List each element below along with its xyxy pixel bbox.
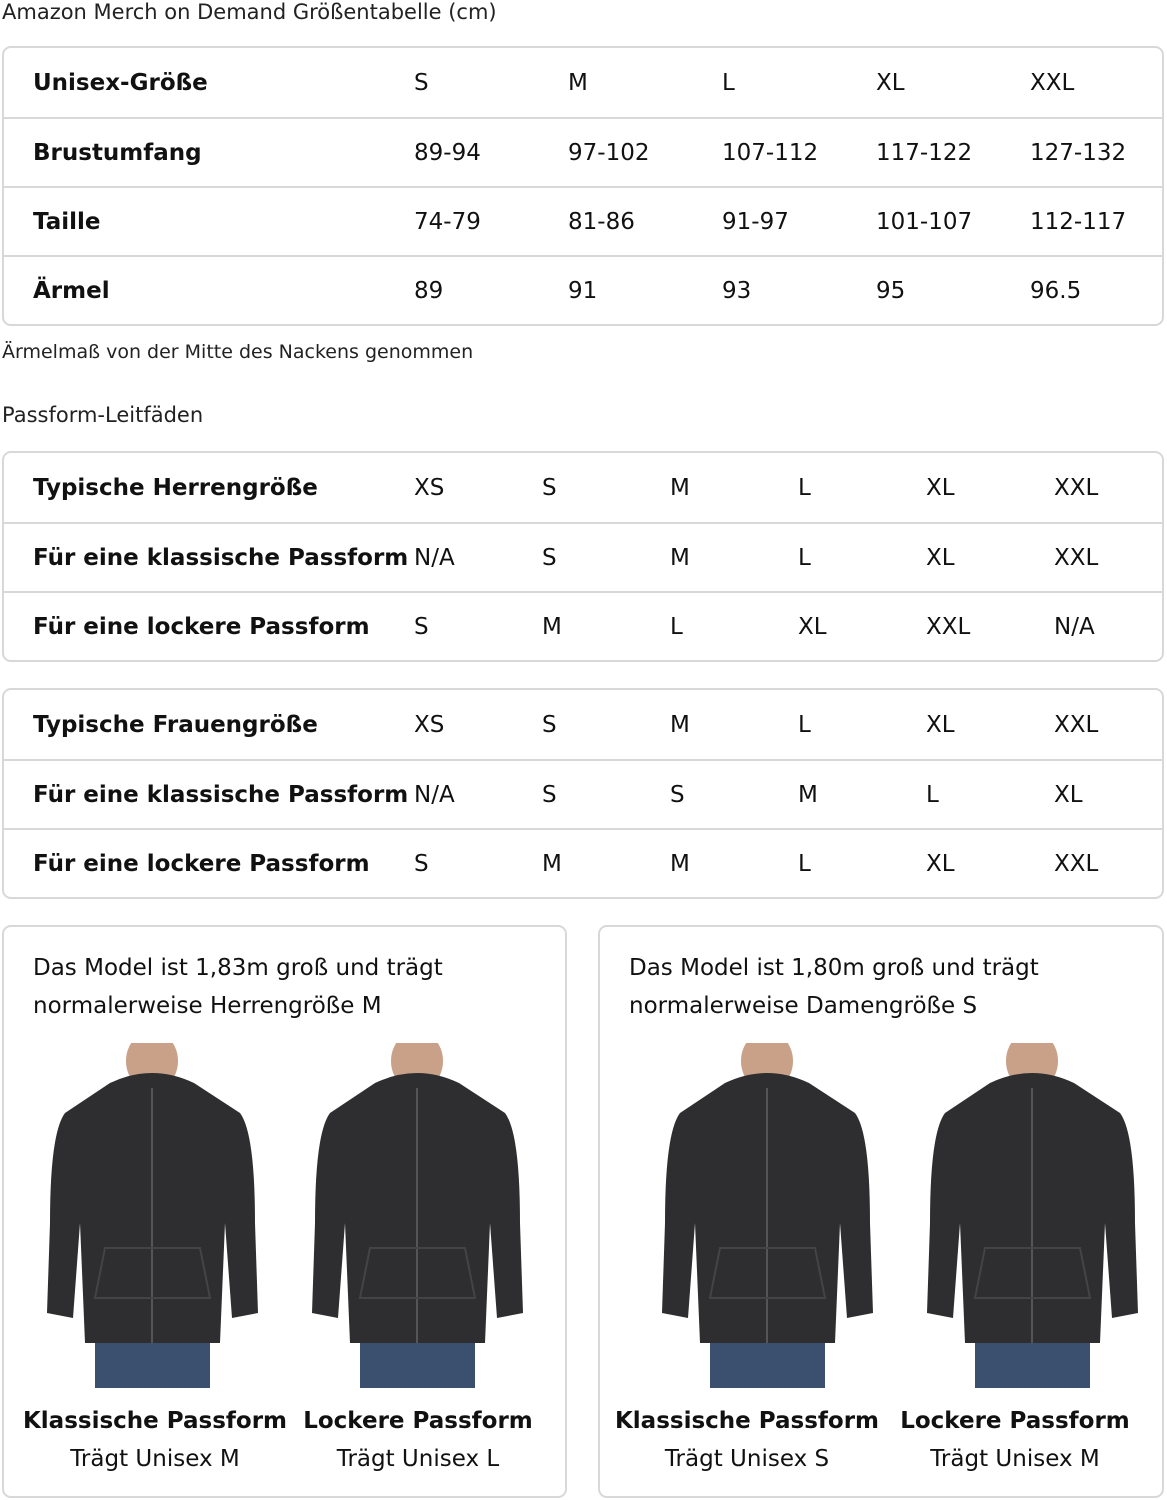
hoodie-model-photo	[40, 1031, 265, 1388]
cell-value: XL	[1054, 781, 1083, 808]
cell-value: S	[414, 69, 429, 96]
fit-label: Klassische Passform	[614, 1408, 880, 1434]
worn-size-label: Trägt Unisex M	[930, 1446, 1100, 1472]
women-model-card: Das Model ist 1,80m groß und trägt norma…	[598, 925, 1164, 1498]
cell-value: L	[798, 850, 811, 877]
row-label: Für eine klassische Passform	[33, 781, 409, 808]
cell-value: XXL	[1054, 850, 1099, 877]
men-fit-table: Typische Herrengröße XS S M L XL XXL Für eine k…	[2, 451, 1164, 662]
table-row: Für eine klassische Passform N/A S M L XL XXL	[4, 522, 1162, 591]
cell-value: 74-79	[414, 208, 481, 235]
cell-value: XXL	[1054, 711, 1099, 738]
cell-value: XL	[926, 474, 955, 501]
cell-value: XL	[926, 711, 955, 738]
row-label: Typische Frauengröße	[33, 711, 318, 738]
row-label: Unisex-Größe	[33, 69, 208, 96]
cell-value: M	[670, 474, 690, 501]
cell-value: S	[414, 613, 429, 640]
table-row: Für eine klassische Passform N/A S S M L XL	[4, 759, 1162, 828]
cell-value: XL	[798, 613, 827, 640]
cell-value: 89	[414, 277, 444, 304]
cell-value: L	[926, 781, 939, 808]
cell-value: L	[798, 544, 811, 571]
cell-value: S	[414, 850, 429, 877]
men-model-card: Das Model ist 1,83m groß und trägt norma…	[2, 925, 567, 1498]
cell-value: L	[722, 69, 735, 96]
cell-value: M	[670, 544, 690, 571]
cell-value: 81-86	[568, 208, 635, 235]
cell-value: XS	[414, 711, 445, 738]
hoodie-model-photo	[305, 1031, 530, 1388]
cell-value: M	[542, 613, 562, 640]
table-row: Für eine lockere Passform S M L XL XXL N/A	[4, 591, 1162, 660]
row-label: Taille	[33, 208, 101, 235]
cell-value: XS	[414, 474, 445, 501]
cell-value: S	[542, 474, 557, 501]
cell-value: 112-117	[1030, 208, 1127, 235]
fit-guide-title: Passform-Leitfäden	[2, 403, 204, 427]
cell-value: 91-97	[722, 208, 789, 235]
row-label: Ärmel	[33, 277, 110, 304]
worn-size-label: Trägt Unisex M	[70, 1446, 240, 1472]
cell-value: 96.5	[1030, 277, 1082, 304]
cell-value: L	[798, 711, 811, 738]
cell-value: 97-102	[568, 139, 650, 166]
cell-value: S	[670, 781, 685, 808]
cell-value: 91	[568, 277, 598, 304]
row-label: Für eine klassische Passform	[33, 544, 409, 571]
row-label: Für eine lockere Passform	[33, 613, 370, 640]
cell-value: M	[568, 69, 588, 96]
cell-value: 95	[876, 277, 906, 304]
cell-value: S	[542, 544, 557, 571]
cell-value: XXL	[926, 613, 971, 640]
cell-value: M	[670, 850, 690, 877]
cell-value: 93	[722, 277, 752, 304]
cell-value: L	[670, 613, 683, 640]
cell-value: XL	[926, 544, 955, 571]
row-label: Brustumfang	[33, 139, 202, 166]
fit-label: Klassische Passform	[22, 1408, 288, 1434]
model-description: Das Model ist 1,83m groß und trägt norma…	[33, 955, 443, 1019]
fit-label: Lockere Passform	[900, 1408, 1130, 1434]
hoodie-model-photo	[655, 1031, 880, 1388]
cell-value: XXL	[1030, 69, 1075, 96]
table-row: Ärmel 89 91 93 95 96.5	[4, 255, 1162, 324]
cell-value: M	[670, 711, 690, 738]
worn-size-label: Trägt Unisex S	[664, 1446, 830, 1472]
cell-value: 89-94	[414, 139, 481, 166]
women-fit-table: Typische Frauengröße XS S M L XL XXL Für eine k…	[2, 688, 1164, 899]
table-row: Typische Herrengröße XS S M L XL XXL	[4, 453, 1162, 522]
cell-value: XXL	[1054, 474, 1099, 501]
table-row: Taille 74-79 81-86 91-97 101-107 112-117	[4, 186, 1162, 255]
cell-value: N/A	[414, 544, 455, 571]
cell-value: 107-112	[722, 139, 819, 166]
table-row: Brustumfang 89-94 97-102 107-112 117-122 127-…	[4, 117, 1162, 186]
chart-title: Amazon Merch on Demand Größentabelle (cm…	[2, 0, 497, 24]
table-row: Für eine lockere Passform S M M L XL XXL	[4, 828, 1162, 897]
cell-value: M	[542, 850, 562, 877]
cell-value: 127-132	[1030, 139, 1127, 166]
table-row: Unisex-Größe S M L XL XXL	[4, 48, 1162, 117]
cell-value: 117-122	[876, 139, 973, 166]
sleeve-note: Ärmelmaß von der Mitte des Nackens genom…	[2, 341, 474, 363]
cell-value: 101-107	[876, 208, 973, 235]
table-row: Typische Frauengröße XS S M L XL XXL	[4, 690, 1162, 759]
cell-value: N/A	[414, 781, 455, 808]
cell-value: XL	[876, 69, 905, 96]
cell-value: XXL	[1054, 544, 1099, 571]
worn-size-label: Trägt Unisex L	[336, 1446, 500, 1472]
model-description: Das Model ist 1,80m groß und trägt norma…	[629, 955, 1039, 1019]
unisex-size-table: Unisex-Größe S M L XL XXL Brustumfang 89-94 97-1…	[2, 46, 1164, 326]
fit-label: Lockere Passform	[303, 1408, 533, 1434]
cell-value: XL	[926, 850, 955, 877]
cell-value: S	[542, 781, 557, 808]
cell-value: S	[542, 711, 557, 738]
cell-value: N/A	[1054, 613, 1095, 640]
row-label: Für eine lockere Passform	[33, 850, 370, 877]
cell-value: L	[798, 474, 811, 501]
hoodie-model-photo	[920, 1031, 1145, 1388]
row-label: Typische Herrengröße	[33, 474, 318, 501]
cell-value: M	[798, 781, 818, 808]
